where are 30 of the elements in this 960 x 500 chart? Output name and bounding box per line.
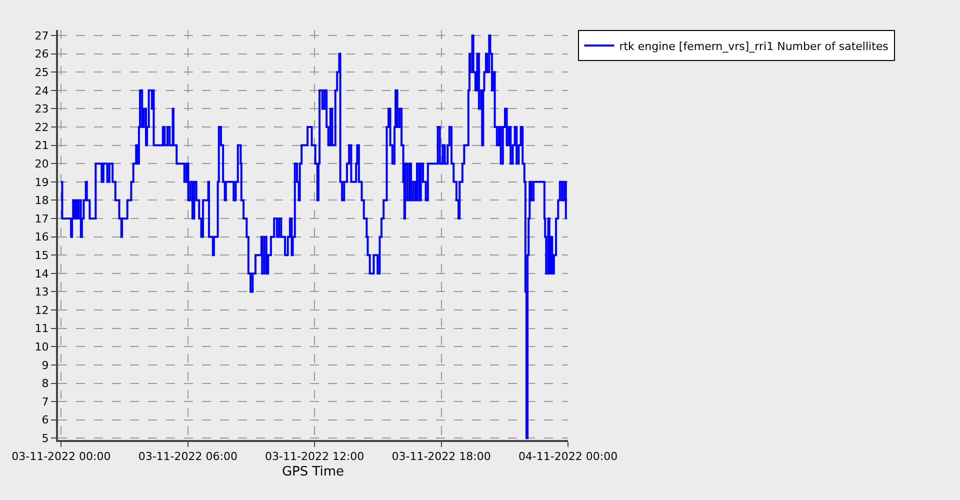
x-axis-title: GPS Time <box>282 464 344 480</box>
y-tick-label: 27 <box>34 29 49 42</box>
x-tick-label: 03-11-2022 06:00 <box>138 450 238 464</box>
y-tick-label: 6 <box>42 414 49 427</box>
y-tick-label: 20 <box>34 157 49 170</box>
y-tick-label: 16 <box>34 230 49 244</box>
y-tick-label: 7 <box>42 395 49 408</box>
y-tick-label: 22 <box>34 120 49 134</box>
y-tick-label: 21 <box>34 139 49 152</box>
x-tick-label: 04-11-2022 00:00 <box>518 450 618 464</box>
y-tick-label: 23 <box>34 102 49 116</box>
y-tick-label: 13 <box>34 286 49 299</box>
y-tick-label: 10 <box>34 340 49 354</box>
legend-label: rtk engine [femern_vrs]_rri1 Number of satellites <box>619 40 889 53</box>
x-tick-label: 03-11-2022 00:00 <box>12 450 111 464</box>
y-tick-label: 8 <box>42 377 49 390</box>
y-tick-label: 14 <box>34 267 49 280</box>
y-tick-label: 5 <box>42 432 49 446</box>
x-tick-label: 03-11-2022 12:00 <box>265 450 364 464</box>
y-tick-label: 18 <box>34 194 49 208</box>
y-tick-label: 12 <box>34 304 49 317</box>
y-tick-label: 11 <box>34 322 49 336</box>
y-tick-label: 15 <box>34 248 49 262</box>
y-tick-label: 17 <box>34 212 49 226</box>
x-tick-label: 03-11-2022 18:00 <box>392 450 491 464</box>
y-tick-label: 19 <box>34 176 49 189</box>
y-tick-label: 26 <box>34 48 49 61</box>
y-tick-label: 24 <box>34 84 49 98</box>
y-tick-label: 25 <box>34 66 49 79</box>
y-tick-label: 9 <box>42 358 49 372</box>
